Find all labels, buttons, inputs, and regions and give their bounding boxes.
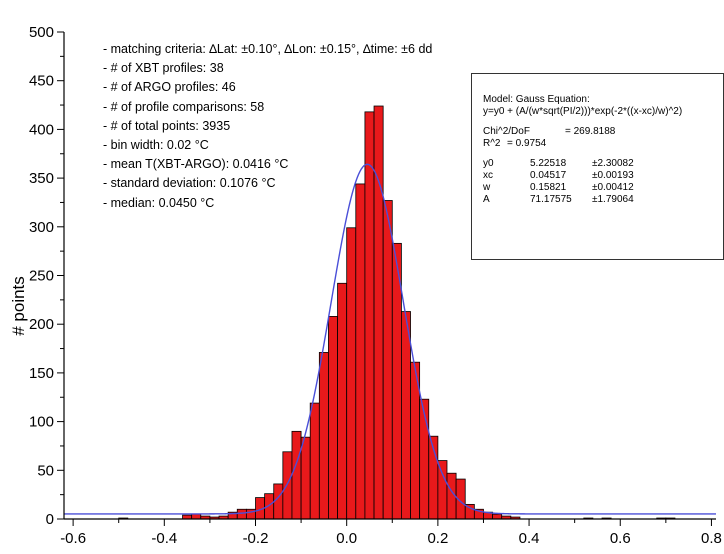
- histogram-bar: [264, 493, 275, 520]
- y-tick-label: 250: [29, 268, 54, 285]
- chi-label: Chi^2/DoF: [483, 126, 530, 137]
- gauss-fit-curve: [64, 163, 716, 515]
- chi-value: = 269.8188: [565, 126, 616, 137]
- y-tick-label: 200: [29, 316, 54, 333]
- x-tick-label: 0.6: [610, 530, 631, 547]
- histogram-bar: [437, 460, 448, 520]
- x-tick-label: -0.6: [60, 530, 86, 547]
- histogram-bars: [118, 105, 676, 520]
- fit-param-row: xc 0.04517 ±0.00193: [483, 170, 723, 182]
- histogram-bar: [337, 282, 348, 520]
- stats-line: - # of XBT profiles: 38: [103, 61, 224, 76]
- histogram-bar: [191, 513, 202, 520]
- stats-line: - # of total points: 3935: [103, 118, 231, 133]
- x-tick-label: 0.0: [336, 530, 357, 547]
- fit-chi-row: Chi^2/DoF = 269.8188: [483, 126, 723, 138]
- fit-param-row: w 0.15821 ±0.00412: [483, 182, 723, 194]
- y-tick-label: 400: [29, 121, 54, 138]
- y-tick-label: 100: [29, 414, 54, 431]
- histogram-bar: [382, 200, 393, 520]
- histogram-bar: [236, 508, 247, 520]
- y-tick-label: 300: [29, 219, 54, 236]
- fit-model-label: Model: Gauss Equation:: [483, 94, 590, 105]
- param-name: w: [483, 182, 491, 193]
- y-tick-label: 450: [29, 73, 54, 90]
- param-error: ±0.00412: [592, 182, 634, 193]
- stats-line: - # of profile comparisons: 58: [103, 99, 265, 114]
- stats-annotation: - matching criteria: ∆Lat: ±0.10°, ∆Lon:…: [103, 40, 432, 213]
- histogram-bar: [355, 183, 366, 520]
- y-axis-label: # points: [9, 276, 28, 336]
- axes: 0 50 100 150 200 250 300 350 400 450 500 -0.6 -0.4 -0…: [29, 24, 722, 547]
- histogram-bar: [419, 398, 430, 520]
- param-value: 71.17575: [530, 194, 572, 205]
- histogram-bar: [282, 451, 293, 520]
- stats-line: - bin width: 0.02 °C: [103, 138, 209, 153]
- y-tick-label: 150: [29, 365, 54, 382]
- stats-line: - matching criteria: ∆Lat: ±0.10°, ∆Lon:…: [103, 42, 433, 56]
- param-value: 0.04517: [530, 170, 567, 181]
- r2-label: R^2: [483, 138, 501, 149]
- fit-r2-row: R^2 = 0.9754: [483, 138, 723, 150]
- histogram-bar: [492, 513, 503, 520]
- y-tick-label: 50: [37, 462, 54, 479]
- stats-line: - median: 0.0450 °C: [103, 195, 215, 210]
- param-name: xc: [483, 170, 493, 181]
- param-error: ±0.00193: [592, 170, 634, 181]
- histogram-bar: [400, 311, 411, 520]
- fit-param-row: A 71.17575 ±1.79064: [483, 194, 723, 206]
- y-tick-label: 500: [29, 24, 54, 41]
- histogram-bar: [346, 227, 357, 520]
- x-tick-label: -0.2: [243, 530, 269, 547]
- stats-line: - # of ARGO profiles: 46: [103, 80, 236, 95]
- histogram-bar: [328, 316, 338, 520]
- stats-line: - standard deviation: 0.1076 °C: [103, 176, 276, 191]
- r2-value: = 0.9754: [507, 138, 547, 149]
- fit-equation: y=y0 + (A/(w*sqrt(PI/2)))*exp(-2*((x-xc)…: [483, 106, 683, 117]
- histogram-bar: [300, 436, 311, 520]
- param-name: y0: [483, 158, 494, 169]
- param-value: 5.22518: [530, 158, 567, 169]
- param-error: ±2.30082: [592, 158, 634, 169]
- param-error: ±1.79064: [592, 194, 634, 205]
- histogram-bar: [318, 352, 329, 520]
- param-name: A: [483, 194, 490, 205]
- param-value: 0.15821: [530, 182, 567, 193]
- fit-results-box: Model: Gauss Equation: y=y0 + (A/(w*sqrt…: [471, 73, 724, 260]
- y-tick-label: 350: [29, 170, 54, 187]
- histogram-bar: [309, 402, 320, 520]
- x-tick-label: 0.8: [701, 530, 722, 547]
- stats-line: - mean T(XBT-ARGO): 0.0416 °C: [103, 157, 289, 172]
- x-tick-label: 0.2: [427, 530, 448, 547]
- fit-param-row: y0 5.22518 ±2.30082: [483, 158, 723, 170]
- y-tick-label: 0: [46, 511, 54, 528]
- x-tick-label: -0.4: [151, 530, 177, 547]
- histogram-bar: [291, 430, 302, 520]
- x-tick-label: 0.4: [519, 530, 540, 547]
